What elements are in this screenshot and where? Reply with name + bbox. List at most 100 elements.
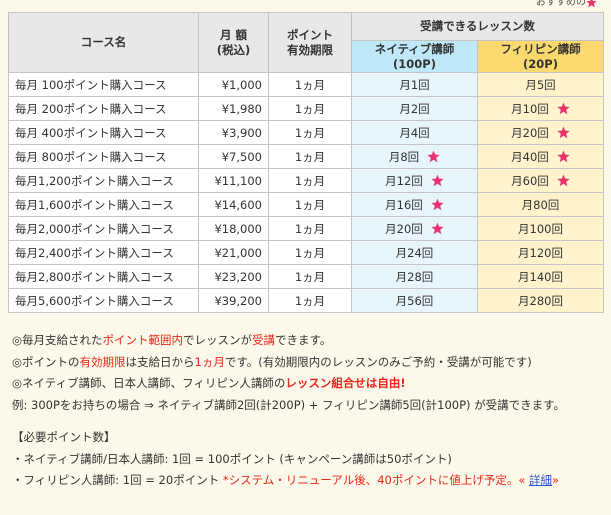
- period-cell: 1ヵ月: [268, 216, 352, 241]
- course-cell: 毎月2,800ポイント購入コース: [8, 264, 199, 289]
- period-cell: 1ヵ月: [268, 192, 352, 217]
- corner-note: おすすめの: [536, 0, 597, 8]
- detail-link[interactable]: 詳細: [529, 473, 553, 487]
- price-cell: ¥1,000: [198, 72, 269, 97]
- filipino-cell: 月80回: [477, 192, 604, 217]
- table-body: 毎月 100ポイント購入コース ¥1,000 1ヵ月 月1回 月5回 毎月 200ポイント…: [8, 72, 604, 313]
- star-icon: [586, 0, 597, 7]
- lesson-count: 月140回: [518, 269, 563, 284]
- price-cell: ¥1,980: [198, 96, 269, 121]
- lesson-count: 月40回: [511, 149, 549, 164]
- note-text: ・ネイティブ講師/日本人講師: 1回 = 100ポイント (キャンペーン講師は5…: [12, 451, 452, 466]
- emphasis: ポイント範囲内: [102, 333, 184, 347]
- note-text: です。(有効期限内のレッスンのみご予約・受講が可能です): [224, 354, 532, 369]
- native-cell: 月28回: [351, 264, 478, 289]
- star-shape: [427, 150, 440, 162]
- lesson-count: 月16回: [385, 197, 423, 212]
- course-cell: 毎月 400ポイント購入コース: [8, 120, 199, 145]
- star-icon: [431, 174, 444, 186]
- star-icon: [431, 198, 444, 210]
- course-cell: 毎月1,600ポイント購入コース: [8, 192, 199, 217]
- note-text: 例: 300Pをお持ちの場合 ⇒ ネイティブ講師2回(計200P) + フィリピ…: [12, 397, 566, 412]
- course-table: コース名 月 額 (税込) ポイント 有効期限 受講できるレッスン数 ネイティブ講師…: [8, 12, 604, 313]
- price-cell: ¥3,900: [198, 120, 269, 145]
- native-cell: 月4回: [351, 120, 478, 145]
- course-cell: 毎月5,600ポイント購入コース: [8, 288, 199, 313]
- points-title: 【必要ポイント数】: [12, 430, 116, 444]
- table-row: 毎月5,600ポイント購入コース ¥39,200 1ヵ月 月56回 月280回: [8, 288, 604, 313]
- star-shape: [431, 222, 444, 234]
- table-row: 毎月2,400ポイント購入コース ¥21,000 1ヵ月 月24回 月120回: [8, 240, 604, 265]
- header-line: 有効期限: [287, 42, 333, 57]
- note-text: できます。: [275, 333, 332, 347]
- lesson-count: 月28回: [395, 269, 434, 284]
- lesson-count: 月280回: [518, 293, 563, 308]
- note-text: は支給日から: [125, 354, 195, 369]
- filipino-cell: 月10回: [477, 96, 604, 121]
- native-cell: 月24回: [351, 240, 478, 265]
- note-text: でレッスンが: [183, 333, 253, 347]
- header-line: ポイント: [287, 27, 333, 42]
- star-icon: [557, 174, 570, 186]
- course-cell: 毎月2,400ポイント購入コース: [8, 240, 199, 265]
- notes: ◎毎月支給されたポイント範囲内でレッスンが受講できます。 ◎ポイントの有効期限は支…: [12, 330, 607, 492]
- filipino-cell: 月5回: [477, 72, 604, 97]
- period-cell: 1ヵ月: [268, 96, 352, 121]
- period-cell: 1ヵ月: [268, 288, 352, 313]
- emphasis: 受講: [252, 333, 276, 347]
- star-shape: [557, 174, 570, 186]
- table-row: 毎月 200ポイント購入コース ¥1,980 1ヵ月 月2回 月10回: [8, 96, 604, 121]
- lesson-count: 月20回: [385, 221, 423, 236]
- period-cell: 1ヵ月: [268, 264, 352, 289]
- header-line: (100P): [393, 56, 436, 71]
- header-line: ネイティブ講師: [374, 41, 455, 56]
- emphasis: 1ヵ月: [194, 354, 225, 369]
- filipino-cell: 月140回: [477, 264, 604, 289]
- filipino-cell: 月100回: [477, 216, 604, 241]
- emphasis: 有効期限: [79, 354, 126, 369]
- table-row: 毎月2,000ポイント購入コース ¥18,000 1ヵ月 月20回 月100回: [8, 216, 604, 241]
- lesson-count: 月20回: [511, 125, 549, 140]
- lesson-count: 月100回: [518, 221, 563, 236]
- table-row: 毎月 100ポイント購入コース ¥1,000 1ヵ月 月1回 月5回: [8, 72, 604, 97]
- native-cell: 月16回: [351, 192, 478, 217]
- lesson-count: 月80回: [521, 197, 560, 212]
- lesson-count: 月120回: [518, 245, 563, 260]
- header-line: 月 額: [219, 27, 247, 42]
- note-line: ◎ポイントの有効期限は支給日から1ヵ月です。(有効期限内のレッスンのみご予約・受…: [12, 352, 607, 374]
- header-line: (税込): [216, 42, 251, 57]
- lesson-count: 月12回: [385, 173, 423, 188]
- note-line: ◎毎月支給されたポイント範囲内でレッスンが受講できます。: [12, 330, 607, 352]
- course-cell: 毎月 100ポイント購入コース: [8, 72, 199, 97]
- period-cell: 1ヵ月: [268, 72, 352, 97]
- lesson-count: 月24回: [395, 245, 434, 260]
- note-line: ◎ネイティブ講師、日本人講師、フィリピン人講師のレッスン組合せは自由!: [12, 373, 607, 395]
- course-cell: 毎月2,000ポイント購入コース: [8, 216, 199, 241]
- star-shape: [557, 150, 570, 162]
- header-native: ネイティブ講師 (100P): [351, 40, 478, 73]
- price-cell: ¥7,500: [198, 144, 269, 169]
- course-cell: 毎月1,200ポイント購入コース: [8, 168, 199, 193]
- native-cell: 月56回: [351, 288, 478, 313]
- native-cell: 月8回: [351, 144, 478, 169]
- star-shape: [557, 126, 570, 138]
- note-line: ・フィリピン人講師: 1回 = 20ポイント *システム・リニューアル後、40ポ…: [12, 470, 607, 492]
- note-text: ◎毎月支給された: [12, 333, 103, 347]
- emphasis: »: [552, 473, 560, 487]
- period-cell: 1ヵ月: [268, 240, 352, 265]
- filipino-cell: 月60回: [477, 168, 604, 193]
- header-period: ポイント 有効期限: [268, 12, 352, 73]
- star-icon: [557, 102, 570, 114]
- header-line: フィリピン講師: [500, 41, 581, 56]
- note-text: ・フィリピン人講師: 1回 = 20ポイント: [12, 473, 223, 487]
- header-line: (20P): [523, 56, 558, 71]
- header-filipino: フィリピン講師 (20P): [477, 40, 604, 73]
- emphasis: レッスン組合せは自由!: [285, 376, 406, 390]
- note-text: ◎ポイントの: [12, 354, 80, 369]
- lesson-count: 月10回: [511, 101, 549, 116]
- table-row: 毎月1,200ポイント購入コース ¥11,100 1ヵ月 月12回 月60回: [8, 168, 604, 193]
- price-cell: ¥21,000: [198, 240, 269, 265]
- star-icon: [557, 150, 570, 162]
- filipino-cell: 月280回: [477, 288, 604, 313]
